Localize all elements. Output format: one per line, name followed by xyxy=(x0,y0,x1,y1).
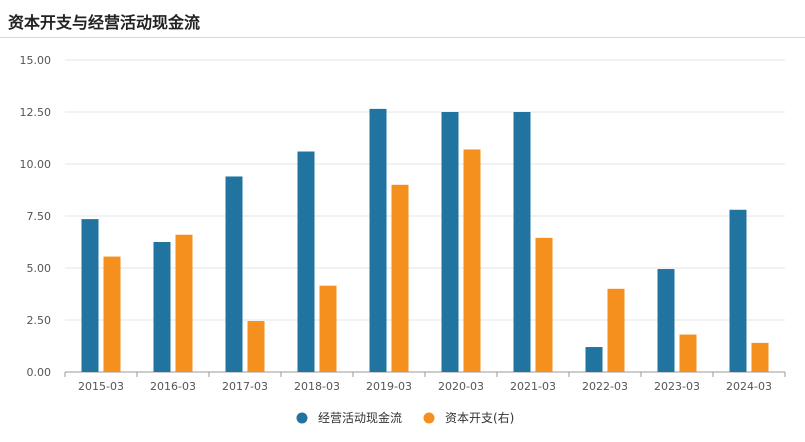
bar-operating-cash-flow[interactable] xyxy=(225,176,243,372)
y-tick-label: 12.50 xyxy=(20,106,52,119)
y-tick-label: 15.00 xyxy=(20,54,52,67)
y-tick-label: 0.00 xyxy=(27,366,52,379)
bar-operating-cash-flow[interactable] xyxy=(297,151,315,372)
x-tick-label: 2020-03 xyxy=(438,380,484,393)
x-tick-label: 2016-03 xyxy=(150,380,196,393)
x-tick-label: 2019-03 xyxy=(366,380,412,393)
chart-header: 资本开支与经营活动现金流 xyxy=(0,0,805,38)
bar-operating-cash-flow[interactable] xyxy=(369,108,387,372)
bar-capex[interactable] xyxy=(391,184,409,372)
x-tick-label: 2021-03 xyxy=(510,380,556,393)
legend-marker-capex[interactable] xyxy=(423,412,435,424)
chart-title: 资本开支与经营活动现金流 xyxy=(8,13,201,32)
x-tick-label: 2024-03 xyxy=(726,380,772,393)
bar-capex[interactable] xyxy=(463,149,481,372)
x-tick-label: 2023-03 xyxy=(654,380,700,393)
bar-operating-cash-flow[interactable] xyxy=(81,219,99,372)
x-tick-label: 2018-03 xyxy=(294,380,340,393)
bar-operating-cash-flow[interactable] xyxy=(441,112,459,372)
bar-operating-cash-flow[interactable] xyxy=(585,347,603,372)
bar-operating-cash-flow[interactable] xyxy=(513,112,531,372)
bar-capex[interactable] xyxy=(247,321,265,372)
y-tick-label: 7.50 xyxy=(27,210,52,223)
bar-capex[interactable] xyxy=(103,256,121,372)
bar-capex[interactable] xyxy=(175,234,193,372)
bar-operating-cash-flow[interactable] xyxy=(657,269,675,372)
bar-capex[interactable] xyxy=(679,334,697,372)
legend-label-operating-cash-flow[interactable]: 经营活动现金流 xyxy=(318,410,402,425)
x-tick-label: 2015-03 xyxy=(78,380,124,393)
y-tick-label: 5.00 xyxy=(27,262,52,275)
x-tick-label: 2017-03 xyxy=(222,380,268,393)
legend-label-capex[interactable]: 资本开支(右) xyxy=(445,410,514,425)
y-tick-label: 10.00 xyxy=(20,158,52,171)
bar-capex[interactable] xyxy=(319,285,337,372)
bar-capex[interactable] xyxy=(535,237,553,372)
x-tick-label: 2022-03 xyxy=(582,380,628,393)
bar-operating-cash-flow[interactable] xyxy=(153,242,171,372)
bar-capex[interactable] xyxy=(607,288,625,372)
bar-operating-cash-flow[interactable] xyxy=(729,209,747,372)
bar-capex[interactable] xyxy=(751,342,769,372)
legend-marker-operating-cash-flow[interactable] xyxy=(296,412,308,424)
y-tick-label: 2.50 xyxy=(27,314,52,327)
